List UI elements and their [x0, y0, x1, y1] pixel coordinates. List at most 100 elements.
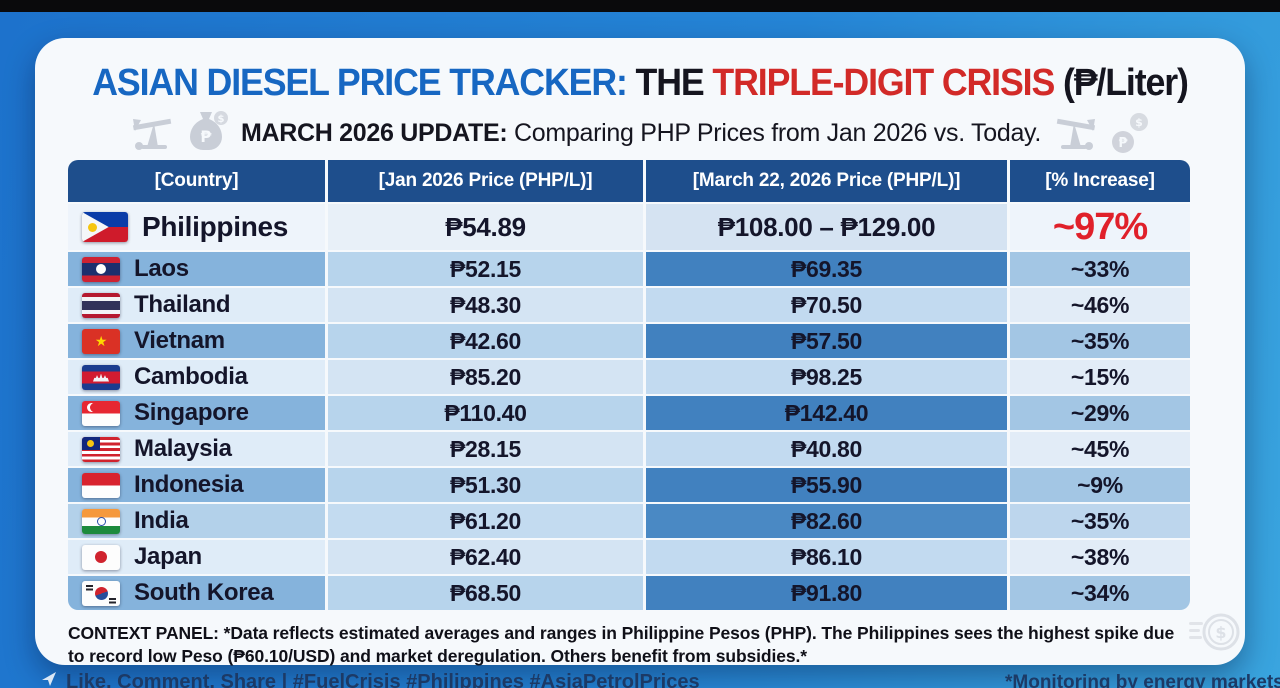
infographic-card: ASIAN DIESEL PRICE TRACKER: THE TRIPLE-D…	[35, 38, 1245, 666]
march-price-cell: ₱57.50	[646, 324, 1007, 358]
table-row: India ₱61.20 ₱82.60 ~35%	[68, 504, 1190, 538]
march-price-cell: ₱69.35	[646, 252, 1007, 286]
jan-price-cell: ₱68.50	[328, 576, 643, 610]
pct-increase-cell: ~9%	[1010, 468, 1190, 502]
country-cell: Singapore	[68, 396, 325, 430]
money-bag-peso-icon: ₱ $	[187, 110, 229, 156]
country-cell: Philippines	[68, 204, 325, 250]
vn-flag-icon	[82, 328, 120, 354]
subtitle-row: ₱ $ MARCH 2026 UPDATE: Comparing PHP Pri…	[35, 110, 1245, 156]
sg-flag-icon	[82, 400, 120, 426]
jan-price-cell: ₱85.20	[328, 360, 643, 394]
country-cell: Cambodia	[68, 360, 325, 394]
title-crisis: TRIPLE-DIGIT CRISIS	[712, 62, 1055, 104]
jan-price-cell: ₱28.15	[328, 432, 643, 466]
country-name: Malaysia	[134, 435, 232, 462]
ph-flag-icon	[82, 212, 128, 242]
march-price-cell: ₱142.40	[646, 396, 1007, 430]
table-row: Laos ₱52.15 ₱69.35 ~33%	[68, 252, 1190, 286]
pumpjack-icon	[1053, 113, 1097, 153]
pct-increase-cell: ~15%	[1010, 360, 1190, 394]
kr-flag-icon	[82, 580, 120, 606]
country-cell: India	[68, 504, 325, 538]
table-row: Thailand ₱48.30 ₱70.50 ~46%	[68, 288, 1190, 322]
title-tracker: ASIAN DIESEL PRICE TRACKER:	[92, 62, 628, 104]
col-header-march-price: [March 22, 2026 Price (PHP/L)]	[646, 160, 1007, 202]
country-cell: Thailand	[68, 288, 325, 322]
jan-price-cell: ₱54.89	[328, 204, 643, 250]
country-name: Philippines	[142, 211, 289, 242]
pct-increase-cell: ~97%	[1010, 204, 1190, 250]
cursor-icon	[40, 670, 58, 688]
jan-price-cell: ₱110.40	[328, 396, 643, 430]
jan-price-cell: ₱51.30	[328, 468, 643, 502]
svg-text:$: $	[217, 114, 224, 125]
dollar-coin-receipt-icon: $	[1187, 610, 1243, 659]
table-row: Singapore ₱110.40 ₱142.40 ~29%	[68, 396, 1190, 430]
kh-flag-icon	[82, 364, 120, 390]
pct-increase-cell: ~45%	[1010, 432, 1190, 466]
march-price-cell: ₱55.90	[646, 468, 1007, 502]
country-cell: Laos	[68, 252, 325, 286]
svg-text:₱: ₱	[1119, 136, 1129, 151]
pct-increase-cell: ~38%	[1010, 540, 1190, 574]
pct-increase-cell: ~46%	[1010, 288, 1190, 322]
context-label: CONTEXT PANEL:	[68, 623, 219, 643]
pct-increase-cell: ~35%	[1010, 324, 1190, 358]
background: ASIAN DIESEL PRICE TRACKER: THE TRIPLE-D…	[0, 12, 1280, 688]
march-price-cell: ₱40.80	[646, 432, 1007, 466]
table-row: Cambodia ₱85.20 ₱98.25 ~15%	[68, 360, 1190, 394]
march-price-cell: ₱86.10	[646, 540, 1007, 574]
table-body: Philippines ₱54.89 ₱108.00 – ₱129.00 ~97…	[68, 204, 1190, 610]
in-flag-icon	[82, 508, 120, 534]
letterbox-bar	[0, 0, 1280, 12]
col-header-pct-increase: [% Increase]	[1010, 160, 1190, 202]
subtitle-rest: Comparing PHP Prices from Jan 2026 vs. T…	[507, 118, 1042, 147]
country-name: Indonesia	[134, 471, 244, 498]
pct-increase-cell: ~29%	[1010, 396, 1190, 430]
country-cell: Indonesia	[68, 468, 325, 502]
jan-price-cell: ₱48.30	[328, 288, 643, 322]
page-title: ASIAN DIESEL PRICE TRACKER: THE TRIPLE-D…	[71, 62, 1208, 105]
subtitle-text: MARCH 2026 UPDATE: Comparing PHP Prices …	[241, 119, 1041, 148]
peso-dollar-coins-icon: ₱ $	[1109, 110, 1149, 156]
jan-price-cell: ₱52.15	[328, 252, 643, 286]
jan-price-cell: ₱62.40	[328, 540, 643, 574]
footer-left-text: Like, Comment, Share | #FuelCrisis #Phil…	[66, 670, 700, 688]
col-header-country: [Country]	[68, 160, 325, 202]
march-price-cell: ₱70.50	[646, 288, 1007, 322]
country-name: Cambodia	[134, 363, 248, 390]
country-name: Vietnam	[134, 327, 225, 354]
country-cell: Malaysia	[68, 432, 325, 466]
th-flag-icon	[82, 292, 120, 318]
country-name: Laos	[134, 255, 189, 282]
table-row: South Korea ₱68.50 ₱91.80 ~34%	[68, 576, 1190, 610]
country-cell: South Korea	[68, 576, 325, 610]
my-flag-icon	[82, 436, 120, 462]
country-name: Japan	[134, 543, 202, 570]
pct-increase-cell: ~33%	[1010, 252, 1190, 286]
table-row: Japan ₱62.40 ₱86.10 ~38%	[68, 540, 1190, 574]
march-price-cell: ₱82.60	[646, 504, 1007, 538]
march-price-cell: ₱98.25	[646, 360, 1007, 394]
pumpjack-icon	[131, 113, 175, 153]
title-unit: (₱/Liter)	[1062, 62, 1189, 104]
jan-price-cell: ₱42.60	[328, 324, 643, 358]
table-row: Indonesia ₱51.30 ₱55.90 ~9%	[68, 468, 1190, 502]
title-the: THE	[635, 62, 705, 104]
march-price-cell: ₱108.00 – ₱129.00	[646, 204, 1007, 250]
country-name: South Korea	[134, 579, 274, 606]
pct-increase-cell: ~34%	[1010, 576, 1190, 610]
country-cell: Japan	[68, 540, 325, 574]
svg-text:₱: ₱	[200, 127, 212, 146]
table-row: Malaysia ₱28.15 ₱40.80 ~45%	[68, 432, 1190, 466]
svg-text:$: $	[1135, 116, 1143, 129]
country-name: Singapore	[134, 399, 249, 426]
country-cell: Vietnam	[68, 324, 325, 358]
country-name: Thailand	[134, 291, 231, 318]
footer-credit: *Monitoring by energy markets	[1005, 672, 1280, 688]
march-price-cell: ₱91.80	[646, 576, 1007, 610]
pct-increase-cell: ~35%	[1010, 504, 1190, 538]
id-flag-icon	[82, 472, 120, 498]
